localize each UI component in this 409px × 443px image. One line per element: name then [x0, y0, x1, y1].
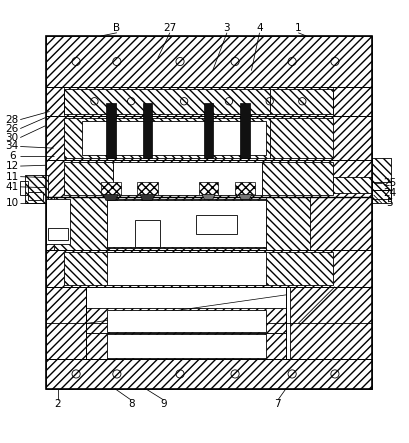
Text: 27: 27 — [163, 23, 176, 33]
Bar — [372, 158, 391, 203]
Bar — [45, 160, 372, 197]
Bar — [240, 103, 250, 158]
Bar — [265, 197, 310, 250]
Text: 34: 34 — [5, 141, 19, 152]
Bar — [45, 287, 86, 359]
Text: 6: 6 — [9, 151, 16, 161]
Bar — [45, 116, 372, 160]
Bar — [107, 252, 265, 285]
Bar — [64, 89, 270, 114]
Bar — [113, 162, 262, 195]
Bar — [45, 250, 372, 287]
Bar — [107, 311, 265, 331]
Bar — [45, 199, 70, 244]
Bar — [270, 89, 333, 114]
Text: 30: 30 — [6, 132, 19, 143]
Bar — [45, 36, 372, 87]
Bar — [333, 177, 372, 193]
Bar — [45, 359, 372, 389]
Polygon shape — [140, 194, 155, 200]
Bar — [45, 36, 372, 389]
Bar — [64, 199, 270, 248]
Bar — [101, 182, 121, 194]
Bar — [107, 334, 265, 358]
Text: 3: 3 — [224, 23, 230, 33]
Bar — [270, 117, 333, 158]
Polygon shape — [103, 194, 118, 200]
Bar — [199, 182, 218, 194]
Text: 9: 9 — [160, 399, 167, 409]
Bar — [107, 200, 265, 247]
Text: 5: 5 — [387, 198, 393, 208]
Bar — [45, 87, 372, 116]
Text: 24: 24 — [383, 188, 397, 198]
Bar — [86, 308, 286, 333]
Bar — [25, 175, 47, 203]
Bar — [20, 181, 28, 195]
Text: 4: 4 — [256, 23, 263, 33]
Bar — [290, 287, 372, 359]
Bar — [64, 162, 113, 195]
Bar — [47, 228, 68, 240]
Text: 7: 7 — [274, 399, 281, 409]
Bar — [372, 182, 391, 190]
Text: 1: 1 — [295, 23, 301, 33]
Text: B: B — [113, 23, 120, 33]
Bar — [236, 182, 255, 194]
Polygon shape — [239, 194, 252, 199]
Bar — [106, 103, 116, 158]
Text: 28: 28 — [5, 115, 19, 124]
Bar — [143, 103, 152, 158]
Text: 2: 2 — [54, 399, 61, 409]
Text: 12: 12 — [5, 161, 19, 171]
Text: 10: 10 — [6, 198, 19, 208]
Bar — [137, 182, 157, 194]
Bar — [86, 333, 286, 359]
Text: 8: 8 — [128, 399, 135, 409]
Bar — [54, 197, 107, 250]
Bar — [262, 162, 333, 195]
Bar — [64, 252, 333, 285]
Bar — [372, 190, 391, 198]
Text: 26: 26 — [5, 124, 19, 134]
Text: 25: 25 — [383, 178, 397, 188]
Bar — [135, 220, 160, 247]
Bar — [45, 197, 372, 250]
Bar — [196, 215, 237, 234]
Polygon shape — [202, 194, 215, 199]
Text: 41: 41 — [5, 182, 19, 192]
Bar — [64, 117, 270, 158]
Bar — [28, 192, 43, 200]
Bar — [82, 121, 265, 155]
Bar — [204, 103, 213, 158]
Text: 11: 11 — [5, 172, 19, 182]
